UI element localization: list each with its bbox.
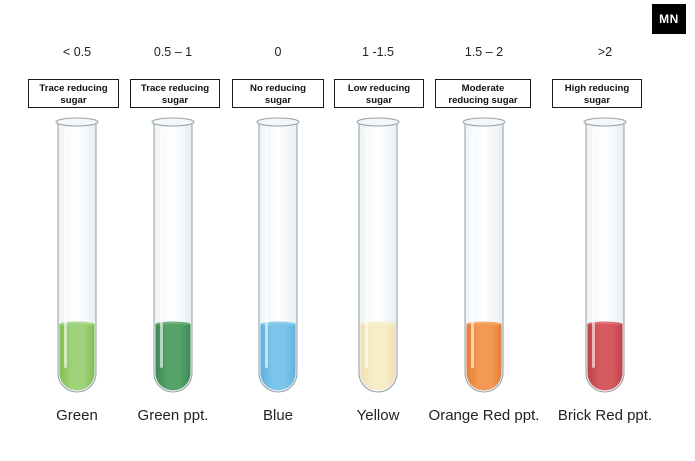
tube-highlight — [64, 130, 67, 368]
sugar-level-label-line2: sugar — [264, 94, 292, 106]
result-color-name: Brick Red ppt. — [557, 407, 653, 424]
sugar-level-label: Low reducing sugar — [334, 79, 424, 108]
liquid-meniscus — [155, 321, 191, 327]
concentration-range: 1 -1.5 — [362, 45, 394, 59]
sugar-level-label: High reducing sugar — [552, 79, 642, 108]
sugar-level-label-line2: sugar — [60, 94, 87, 106]
result-color-name: Yellow — [356, 407, 400, 424]
sugar-level-label-line2: sugar — [365, 94, 393, 106]
tube-liquid — [260, 324, 296, 391]
tube-rim — [55, 117, 99, 127]
tube-liquid — [155, 324, 191, 391]
tube-liquid — [587, 324, 623, 391]
sugar-level-label-line2: sugar — [583, 94, 611, 106]
sugar-level-label-line1: Trace reducing — [39, 82, 108, 94]
liquid-meniscus — [587, 321, 623, 327]
tube-outline — [464, 121, 504, 393]
liquid-meniscus — [360, 321, 396, 327]
sugar-level-label-line1: Low reducing — [347, 82, 411, 94]
sugar-level-label: Trace reducing sugar — [28, 79, 119, 108]
tube-highlight — [365, 130, 368, 368]
concentration-range: >2 — [597, 45, 613, 59]
concentration-range: 0.5 – 1 — [153, 45, 193, 59]
test-tube — [356, 117, 400, 393]
tube-outline — [57, 121, 97, 393]
liquid-meniscus — [260, 321, 296, 327]
liquid-meniscus — [466, 321, 502, 327]
tube-rim — [151, 117, 195, 127]
sugar-level-label-line1: No reducing — [250, 82, 306, 94]
tube-highlight — [592, 130, 595, 368]
result-color-name: Green — [56, 407, 98, 424]
result-color-name: Green ppt. — [137, 407, 209, 424]
sugar-level-label-line1: High reducing — [564, 82, 630, 94]
test-tube — [151, 117, 195, 393]
sugar-level-label-line1: Trace reducing — [140, 82, 210, 94]
tube-highlight — [471, 130, 474, 368]
concentration-range: 0 — [274, 45, 282, 59]
test-tube — [583, 117, 627, 393]
test-tube — [462, 117, 506, 393]
sugar-level-label: Trace reducing sugar — [130, 79, 220, 108]
tube-liquid — [59, 324, 95, 391]
brand-badge: MN — [652, 4, 686, 34]
tube-outline — [585, 121, 625, 393]
tube-rim — [356, 117, 400, 127]
tube-liquid — [360, 324, 396, 391]
tube-outline — [358, 121, 398, 393]
test-tube — [55, 117, 99, 393]
result-color-name: Blue — [262, 407, 294, 424]
concentration-range: 1.5 – 2 — [464, 45, 504, 59]
tube-highlight — [265, 130, 268, 368]
sugar-level-label-line1: Moderate — [461, 82, 505, 94]
test-tube — [256, 117, 300, 393]
sugar-level-label: No reducing sugar — [232, 79, 324, 108]
tube-outline — [153, 121, 193, 393]
tube-outline — [258, 121, 298, 393]
sugar-level-label-line2: reducing sugar — [448, 94, 518, 106]
tube-rim — [462, 117, 506, 127]
sugar-level-label: Moderate reducing sugar — [435, 79, 531, 108]
tube-rim — [583, 117, 627, 127]
tube-highlight — [160, 130, 163, 368]
tube-liquid — [466, 324, 502, 391]
liquid-meniscus — [59, 321, 95, 327]
concentration-range: < 0.5 — [62, 45, 92, 59]
result-color-name: Orange Red ppt. — [428, 407, 540, 424]
sugar-level-label-line2: sugar — [161, 94, 189, 106]
tube-rim — [256, 117, 300, 127]
